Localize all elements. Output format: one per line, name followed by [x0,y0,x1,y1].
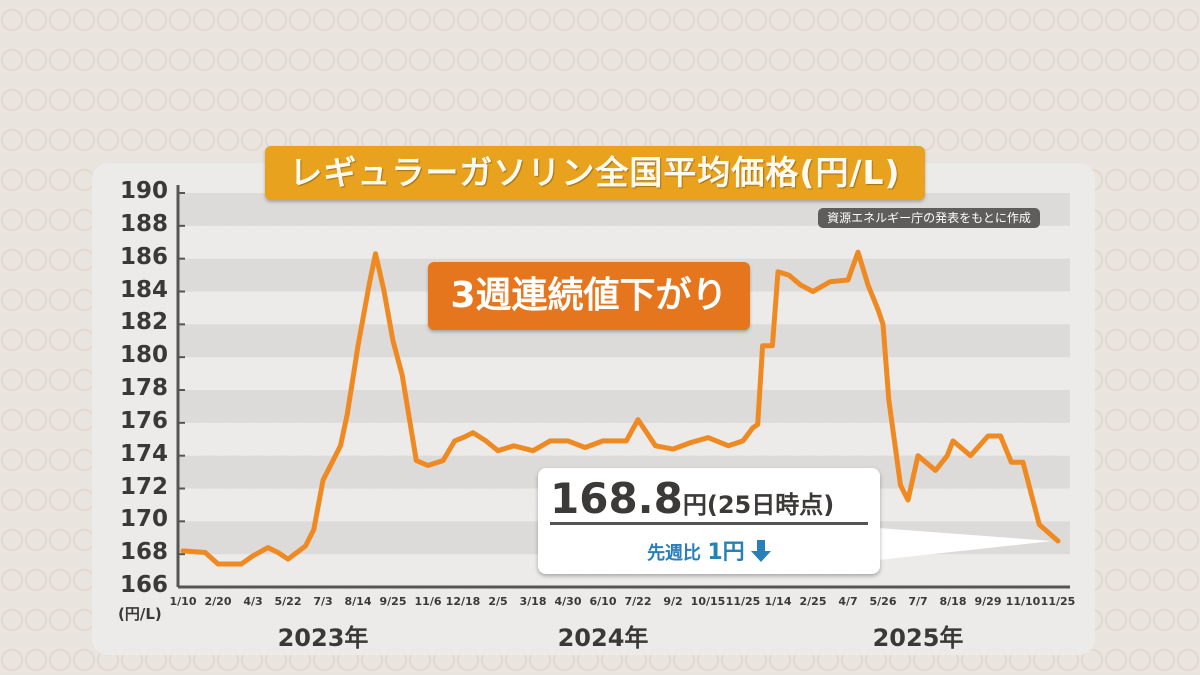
chart-title: レギュラーガソリン全国平均価格(円/L) [265,146,925,200]
source-note: 資源エネルギー庁の発表をもとに作成 [818,208,1040,228]
y-tick-label: 176 [119,407,168,434]
x-tick-label: 10/15 [690,595,726,608]
y-tick-label: 182 [119,309,168,336]
x-tick-label: 11/25 [1040,595,1076,608]
x-tick-label: 1/10 [169,595,197,608]
x-tick-label: 2/25 [799,595,827,608]
year-label: 2024年 [557,624,649,652]
x-tick-label: 6/10 [589,595,617,608]
y-tick-label: 186 [119,243,168,270]
x-tick-label: 9/2 [663,595,683,608]
callout-pointer [878,528,1052,560]
arrow-down-icon [750,540,771,562]
weekly-change: 先週比 1円 [538,534,880,566]
annotation-badge: 3週連続値下がり [428,262,750,330]
x-tick-label: 8/14 [344,595,372,608]
x-tick-label: 9/25 [379,595,407,608]
year-label: 2023年 [277,624,369,652]
y-tick-label: 180 [119,342,168,369]
x-tick-label: 9/29 [974,595,1002,608]
y-tick-label: 166 [119,572,168,598]
x-tick-label: 1/14 [764,595,792,608]
x-tick-label: 4/7 [838,595,858,608]
y-tick-label: 174 [119,440,168,467]
y-tick-label: 188 [119,210,168,237]
x-tick-label: 7/3 [313,595,333,608]
grid-stripe [178,390,1070,423]
x-tick-label: 4/30 [554,595,582,608]
price-unit: 円 [682,491,707,519]
x-tick-label: 11/10 [1005,595,1041,608]
compare-label: 先週比 [647,543,702,564]
x-tick-label: 5/22 [274,595,302,608]
x-tick-label: 2/5 [488,595,508,608]
y-tick-label: 190 [119,178,168,204]
price-date-note: (25日時点) [706,491,835,519]
y-tick-label: 170 [119,506,168,533]
change-value: 1円 [707,540,745,565]
y-tick-label: 178 [119,375,168,401]
price-callout: 168.8円(25日時点) 先週比 1円 [538,468,880,574]
x-tick-label: 7/7 [908,595,928,608]
y-tick-label: 168 [119,539,168,566]
price-series-line [180,249,1061,567]
x-tick-label: 11/25 [725,595,761,608]
x-tick-label: 2/20 [204,595,232,608]
x-tick-label: 7/22 [624,595,652,608]
y-axis-unit: (円/L) [118,605,162,623]
x-tick-label: 8/18 [939,595,967,608]
y-tick-label: 172 [119,473,168,500]
x-tick-label: 4/3 [243,595,263,608]
x-tick-label: 5/26 [869,595,897,608]
x-tick-label: 12/18 [445,595,481,608]
x-tick-label: 11/6 [414,595,442,608]
x-tick-label: 3/18 [519,595,547,608]
callout-price-row: 168.8円(25日時点) [550,474,868,525]
y-tick-label: 184 [119,276,168,303]
current-price: 168.8 [550,474,683,523]
year-label: 2025年 [872,624,964,652]
